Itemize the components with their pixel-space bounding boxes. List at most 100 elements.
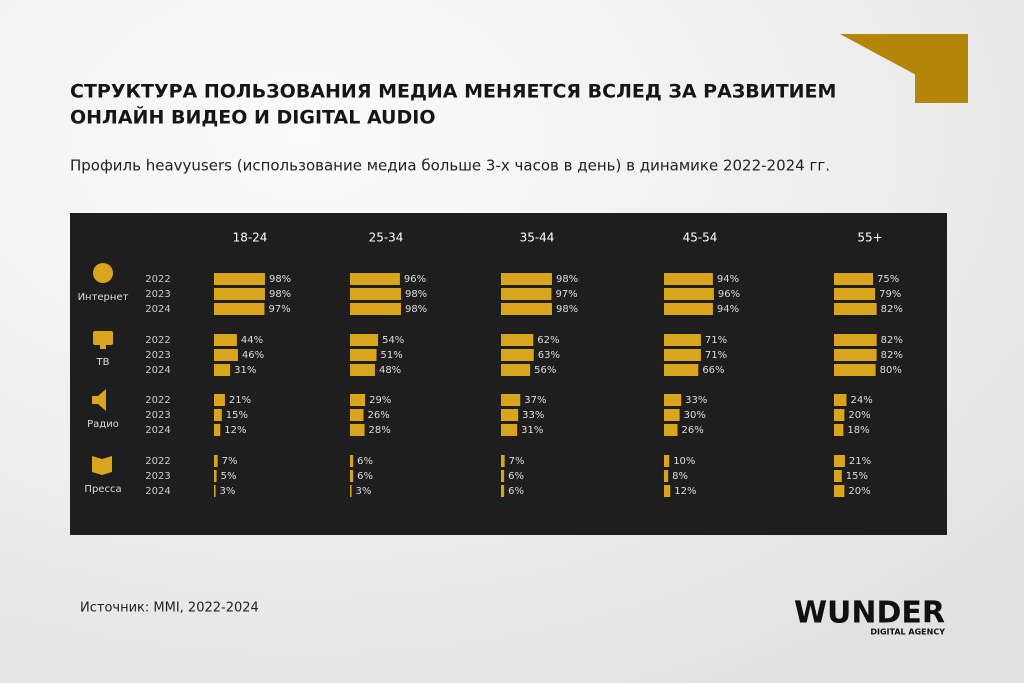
value-label: 12% <box>224 425 246 436</box>
bar <box>214 394 225 406</box>
year-label: 2022 <box>145 274 170 285</box>
value-label: 20% <box>848 410 870 421</box>
value-label: 29% <box>369 395 391 406</box>
value-label: 79% <box>879 289 901 300</box>
title: ОНЛАЙН ВИДЕО И DIGITAL AUDIO <box>70 106 435 129</box>
bar <box>834 455 845 467</box>
icons <box>92 263 113 475</box>
value-label: 51% <box>381 350 403 361</box>
bar <box>501 424 518 436</box>
bar <box>214 349 238 361</box>
year-label: 2023 <box>145 410 170 421</box>
group-label: 45-54 <box>683 231 718 245</box>
value-label: 44% <box>241 335 263 346</box>
bar <box>214 485 216 497</box>
value-label: 98% <box>269 289 291 300</box>
media-label: Радио <box>87 419 119 430</box>
bar <box>501 394 521 406</box>
bar <box>214 424 221 436</box>
value-label: 7% <box>222 456 238 467</box>
bar <box>834 334 877 346</box>
value-label: 6% <box>357 471 373 482</box>
value-label: 82% <box>881 304 903 315</box>
group-label: 35-44 <box>520 231 555 245</box>
value-label: 33% <box>522 410 544 421</box>
bar <box>501 349 534 361</box>
tv-icon <box>93 331 113 345</box>
radio-icon <box>92 389 106 411</box>
group-label: 18-24 <box>233 231 268 245</box>
bar <box>214 409 222 421</box>
bar <box>350 273 400 285</box>
bar <box>350 409 364 421</box>
bar <box>350 288 401 300</box>
value-label: 10% <box>673 456 695 467</box>
value-label: 26% <box>682 425 704 436</box>
bar <box>664 424 678 436</box>
year-label: 2023 <box>145 350 170 361</box>
value-label: 33% <box>685 395 707 406</box>
value-label: 7% <box>509 456 525 467</box>
bar <box>834 409 845 421</box>
value-label: 6% <box>508 486 524 497</box>
value-label: 80% <box>880 365 902 376</box>
value-label: 26% <box>368 410 390 421</box>
bar <box>664 334 701 346</box>
value-label: 98% <box>556 304 578 315</box>
bar <box>350 455 354 467</box>
value-label: 46% <box>242 350 264 361</box>
source: Источник: MMI, 2022-2024 <box>80 601 259 616</box>
bar <box>834 303 877 315</box>
logo-triangle <box>915 48 968 103</box>
bar <box>834 470 842 482</box>
media-label: Интернет <box>78 292 129 303</box>
bar <box>350 303 401 315</box>
bar <box>501 409 519 421</box>
bar <box>214 470 217 482</box>
bar <box>834 349 877 361</box>
bar <box>664 485 671 497</box>
bar <box>501 455 505 467</box>
bar <box>350 424 365 436</box>
bar <box>501 273 552 285</box>
value-label: 20% <box>848 486 870 497</box>
value-label: 71% <box>705 350 727 361</box>
value-label: 97% <box>555 289 577 300</box>
logo-sub: DIGITAL AGENCY <box>870 628 945 637</box>
value-label: 24% <box>850 395 872 406</box>
year-label: 2022 <box>145 335 170 346</box>
value-label: 15% <box>226 410 248 421</box>
value-label: 48% <box>379 365 401 376</box>
value-label: 96% <box>718 289 740 300</box>
value-label: 5% <box>221 471 237 482</box>
value-label: 97% <box>268 304 290 315</box>
bar <box>834 394 847 406</box>
year-label: 2022 <box>145 395 170 406</box>
press-icon <box>92 456 112 475</box>
value-label: 98% <box>405 304 427 315</box>
value-label: 56% <box>534 365 556 376</box>
title: СТРУКТУРА ПОЛЬЗОВАНИЯ МЕДИА МЕНЯЕТСЯ ВСЛ… <box>70 81 836 103</box>
bar <box>214 334 237 346</box>
bar <box>834 424 844 436</box>
value-label: 94% <box>717 304 739 315</box>
bar <box>501 303 552 315</box>
value-label: 3% <box>356 486 372 497</box>
bar <box>214 303 265 315</box>
bar <box>214 288 265 300</box>
value-label: 37% <box>524 395 546 406</box>
value-label: 6% <box>508 471 524 482</box>
value-label: 30% <box>684 410 706 421</box>
value-label: 94% <box>717 274 739 285</box>
value-label: 96% <box>404 274 426 285</box>
media-label: Пресса <box>84 484 121 495</box>
bar <box>664 273 713 285</box>
bar <box>501 485 505 497</box>
subtitle: Профиль heavyusers (использование медиа … <box>70 157 830 175</box>
value-label: 75% <box>877 274 899 285</box>
bar <box>214 455 218 467</box>
bar <box>834 273 873 285</box>
bar <box>664 288 714 300</box>
